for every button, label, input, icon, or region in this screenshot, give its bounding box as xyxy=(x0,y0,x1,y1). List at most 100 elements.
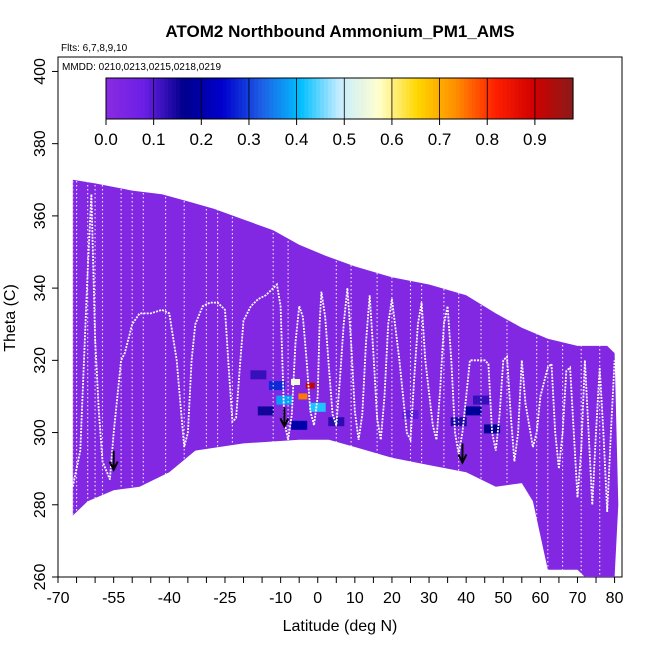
colorbar-step xyxy=(211,78,216,119)
colorbar-tick-label: 0.2 xyxy=(189,130,213,149)
y-tick-label: 380 xyxy=(32,130,49,157)
colorbar-step xyxy=(351,78,356,119)
colorbar-step xyxy=(397,78,403,119)
colorbar-step xyxy=(413,78,418,119)
colorbar: 0.0 0.1 0.2 0.3 0.4 0.5 0.6 0.7 0.8 0.9 xyxy=(94,77,574,149)
colorbar-step xyxy=(448,78,453,119)
colorbar-step xyxy=(405,78,411,119)
x-axis-label: Latitude (deg N) xyxy=(283,618,398,635)
arrow-head xyxy=(457,453,468,465)
colorbar-step xyxy=(230,78,236,119)
colorbar-step xyxy=(214,78,220,119)
colorbar-step xyxy=(390,78,395,119)
colorbar-step xyxy=(417,78,422,119)
colorbar-step xyxy=(106,78,111,119)
colorbar-step xyxy=(471,78,477,119)
colorbar-step xyxy=(378,78,383,119)
concentration-cell xyxy=(473,395,489,405)
colorbar-tick-label: 0.1 xyxy=(142,130,166,149)
x-tick-label: 80 xyxy=(606,590,624,607)
colorbar-step xyxy=(534,78,539,119)
colorbar-step xyxy=(510,78,516,119)
colorbar-step xyxy=(370,78,376,119)
x-axis: -70 -55 -40 -25 -10 0 10 20 30 40 50 60 70 80 xyxy=(46,577,624,607)
dates-label: MMDD: 0210,0213,0215,0218,0219 xyxy=(62,62,221,73)
colorbar-step xyxy=(452,78,457,119)
colorbar-step xyxy=(569,78,574,119)
colorbar-step xyxy=(429,78,434,119)
colorbar-step xyxy=(292,78,298,119)
x-tick-label: -55 xyxy=(102,590,125,607)
colorbar-step xyxy=(401,78,407,119)
colorbar-step xyxy=(374,78,380,119)
y-axis-label: Theta (C) xyxy=(2,284,19,352)
colorbar-step xyxy=(304,78,309,119)
x-tick-label: 10 xyxy=(346,590,364,607)
colorbar-step xyxy=(421,78,426,119)
colorbar-step xyxy=(467,78,473,119)
colorbar-step xyxy=(277,78,282,119)
colorbar-step xyxy=(549,78,555,119)
colorbar-tick-label: 0.9 xyxy=(523,130,547,149)
concentration-cell xyxy=(291,379,300,385)
colorbar-step xyxy=(366,78,372,119)
colorbar-step xyxy=(187,78,193,119)
colorbar-step xyxy=(425,78,430,119)
colorbar-step xyxy=(393,78,399,119)
colorbar-step xyxy=(526,78,531,119)
colorbar-step xyxy=(179,78,185,119)
colorbar-step xyxy=(308,78,313,119)
colorbar-step xyxy=(541,78,547,119)
curtain-background xyxy=(72,179,619,577)
y-tick-label: 340 xyxy=(32,275,49,302)
colorbar-tick-label: 0.4 xyxy=(285,130,309,149)
colorbar-step xyxy=(152,78,158,119)
colorbar-step xyxy=(358,78,364,119)
colorbar-step xyxy=(156,78,162,119)
colorbar-step xyxy=(355,78,360,119)
colorbar-step xyxy=(222,78,228,119)
colorbar-step xyxy=(273,78,278,119)
y-tick-label: 280 xyxy=(32,491,49,518)
colorbar-tick-label: 0.0 xyxy=(94,130,118,149)
colorbar-step xyxy=(506,78,512,119)
colorbar-step xyxy=(125,78,130,119)
colorbar-step xyxy=(553,78,559,119)
colorbar-step xyxy=(257,78,263,119)
colorbar-step xyxy=(409,78,415,119)
colorbar-step xyxy=(522,78,527,119)
arrow-head xyxy=(108,461,119,472)
colorbar-step xyxy=(109,78,115,119)
y-tick-label: 400 xyxy=(32,58,49,85)
colorbar-step xyxy=(288,78,294,119)
y-tick-label: 320 xyxy=(32,347,49,374)
concentration-cell xyxy=(250,370,267,380)
x-tick-label: 60 xyxy=(531,590,549,607)
colorbar-step xyxy=(362,78,368,119)
colorbar-step xyxy=(557,78,562,119)
colorbar-step xyxy=(514,78,520,119)
colorbar-step xyxy=(238,78,243,119)
colorbar-step xyxy=(561,78,566,119)
colorbar-step xyxy=(518,78,524,119)
x-tick-label: 30 xyxy=(420,590,438,607)
colorbar-step xyxy=(436,78,442,119)
colorbar-step xyxy=(440,78,446,119)
colorbar-step xyxy=(316,78,321,119)
colorbar-step xyxy=(226,78,232,119)
colorbar-tick-label: 0.8 xyxy=(475,130,499,149)
colorbar-step xyxy=(565,78,570,119)
colorbar-step xyxy=(133,78,138,119)
colorbar-step xyxy=(281,78,286,119)
colorbar-step xyxy=(312,78,317,119)
colorbar-step xyxy=(218,78,224,119)
colorbar-step xyxy=(164,78,169,119)
colorbar-step xyxy=(545,78,551,119)
colorbar-step xyxy=(172,78,177,119)
colorbar-step xyxy=(487,78,492,119)
colorbar-step xyxy=(285,78,290,119)
concentration-cell xyxy=(465,406,482,416)
colorbar-step xyxy=(113,78,119,119)
colorbar-step xyxy=(347,78,352,119)
